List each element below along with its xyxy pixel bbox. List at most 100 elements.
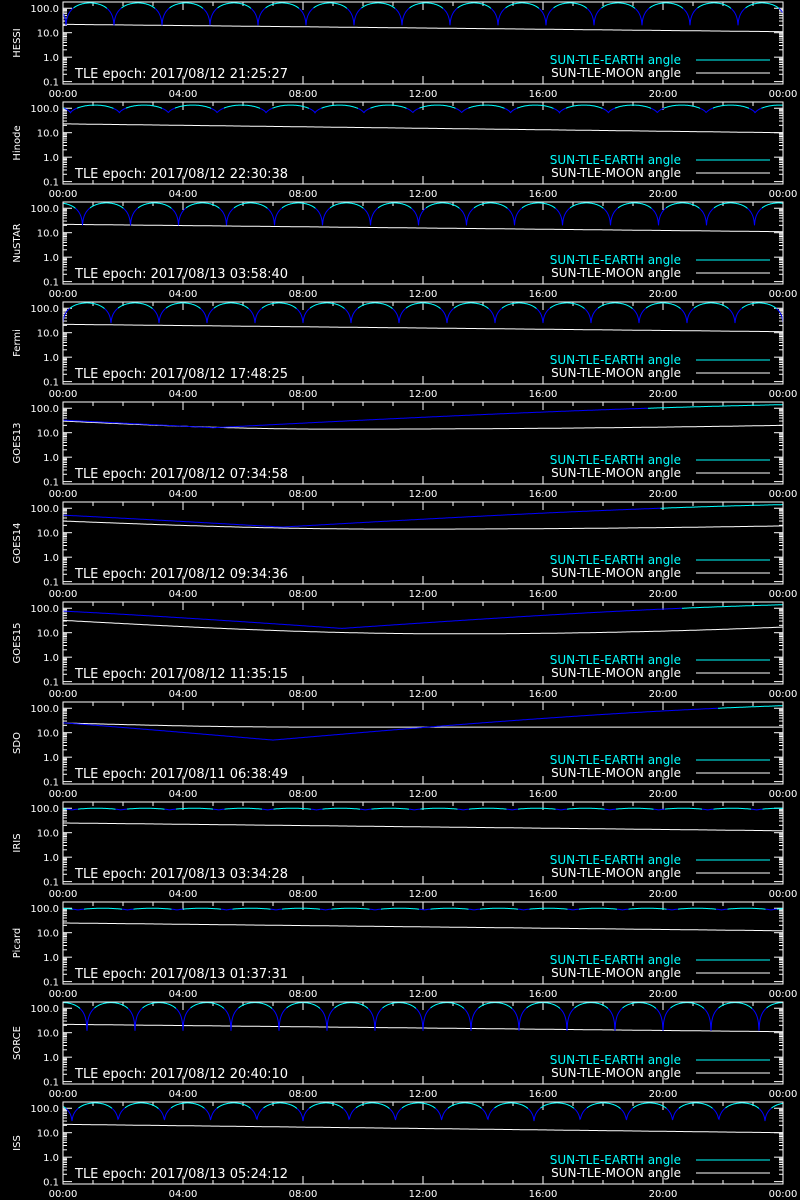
y-tick-label: 0.1 [43, 578, 59, 589]
x-tick-label: 04:00 [169, 389, 198, 400]
satellite-label: HESSI [12, 28, 23, 57]
panel-hessi: 100.010.01.00.100:00 04:00 08:00 12:00 16:00… [12, 1, 797, 100]
y-tick-label: 0.1 [43, 778, 59, 789]
y-tick-label: 0.1 [43, 1178, 59, 1189]
y-tick-label: 1.0 [43, 453, 59, 464]
earth-angle-line [762, 807, 783, 810]
earth-angle-line [127, 1007, 143, 1031]
earth-angle-line [142, 1002, 177, 1009]
y-tick-label: 10.0 [37, 929, 59, 940]
earth-angle-line [555, 808, 568, 811]
earth-angle-line [699, 107, 714, 113]
x-tick-label: 16:00 [529, 589, 558, 600]
earth-angle-line [405, 302, 441, 309]
earth-angle-line [727, 907, 766, 910]
earth-angle-line [716, 908, 728, 911]
x-tick-label: 00:00 [769, 889, 798, 900]
earth-angle-line [761, 104, 783, 109]
earth-angle-line [63, 307, 71, 324]
earth-angle-line [357, 107, 371, 114]
earth-angle-line [730, 7, 746, 26]
earth-angle-line [133, 907, 172, 910]
y-tick-label: 10.0 [37, 829, 59, 840]
x-tick-label: 00:00 [49, 989, 78, 1000]
y-tick-label: 0.1 [43, 878, 59, 889]
legend-earth-label: SUN-TLE-EARTH angle [550, 753, 681, 767]
x-tick-label: 00:00 [49, 1089, 78, 1100]
earth-angle-line [776, 308, 783, 324]
satellite-label: Picard [12, 928, 23, 959]
panel-iris: 100.010.01.00.100:00 04:00 08:00 12:00 16:00… [12, 801, 798, 900]
earth-angle-line [76, 104, 114, 109]
earth-angle-line [357, 302, 393, 309]
moon-angle-line [63, 323, 783, 333]
x-tick-label: 16:00 [529, 789, 558, 800]
x-tick-label: 00:00 [769, 1089, 798, 1100]
panel-sdo: 100.010.01.00.100:00 04:00 08:00 12:00 16:00… [12, 701, 797, 800]
earth-angle-line [751, 1007, 767, 1031]
y-tick-label: 0.1 [43, 678, 59, 689]
earth-angle-line [693, 302, 729, 309]
x-tick-label: 00:00 [49, 689, 78, 700]
earth-angle-line [501, 302, 537, 309]
earth-angle-line [371, 807, 410, 810]
earth-angle-line [250, 1107, 264, 1121]
legend-moon-label: SUN-TLE-MOON angle [551, 466, 681, 480]
tle-epoch-text: TLE epoch: 2017/08/12 11:35:15 [74, 667, 288, 682]
x-tick-label: 08:00 [289, 1189, 318, 1200]
legend-earth-label: SUN-TLE-EARTH angle [550, 453, 681, 467]
earth-angle-line [494, 1102, 529, 1109]
y-tick-label: 10.0 [37, 229, 59, 240]
earth-angle-line [169, 2, 204, 9]
tle-epoch-text: TLE epoch: 2017/08/12 17:48:25 [74, 367, 288, 382]
earth-angle-line [567, 908, 580, 911]
earth-angle-line [670, 1002, 705, 1009]
y-tick-label: 0.1 [43, 178, 59, 189]
x-tick-label: 20:00 [649, 889, 678, 900]
y-tick-label: 1.0 [43, 53, 59, 64]
legend-earth-label: SUN-TLE-EARTH angle [550, 853, 681, 867]
earth-angle-line [94, 1002, 129, 1009]
x-tick-label: 04:00 [169, 789, 198, 800]
earth-angle-line [183, 907, 222, 910]
x-tick-label: 12:00 [409, 889, 438, 900]
earth-angle-line [663, 104, 701, 109]
earth-angle-line [238, 1002, 273, 1009]
earth-angle-line [603, 207, 619, 226]
x-tick-label: 20:00 [649, 589, 678, 600]
satellite-label: SORCE [12, 1026, 23, 1060]
x-tick-label: 12:00 [409, 589, 438, 600]
x-tick-label: 12:00 [409, 289, 438, 300]
earth-angle-line [315, 207, 331, 226]
y-tick-label: 1.0 [43, 153, 59, 164]
earth-angle-line [651, 207, 667, 226]
earth-angle-line [680, 307, 695, 324]
plot-frame [62, 401, 784, 485]
earth-angle-line [89, 202, 124, 209]
earth-angle-line [536, 307, 551, 324]
earth-angle-line [559, 1007, 575, 1031]
plot-frame [62, 701, 784, 785]
earth-angle-line [382, 1002, 417, 1009]
earth-angle-line [69, 302, 105, 309]
earth-angle-line [152, 307, 167, 324]
earth-angle-line [84, 907, 123, 910]
y-minor-ticks [63, 1107, 783, 1183]
x-tick-label: 12:00 [409, 789, 438, 800]
earth-angle-line [634, 7, 650, 26]
earth-angle-line [601, 2, 636, 9]
legend-earth-label: SUN-TLE-EARTH angle [550, 553, 681, 567]
earth-angle-line [529, 907, 568, 910]
earth-angle-line [286, 1002, 321, 1009]
x-tick-label: 12:00 [409, 689, 438, 700]
earth-angle-line [311, 808, 323, 811]
x-tick-label: 12:00 [409, 89, 438, 100]
earth-angle-line [468, 908, 481, 911]
earth-angle-line [78, 1102, 113, 1109]
x-tick-label: 20:00 [649, 989, 678, 1000]
earth-angle-line [73, 2, 108, 9]
tle-epoch-text: TLE epoch: 2017/08/13 05:24:12 [74, 1167, 288, 1182]
x-tick-label: 08:00 [289, 489, 318, 500]
x-tick-label: 00:00 [769, 589, 798, 600]
